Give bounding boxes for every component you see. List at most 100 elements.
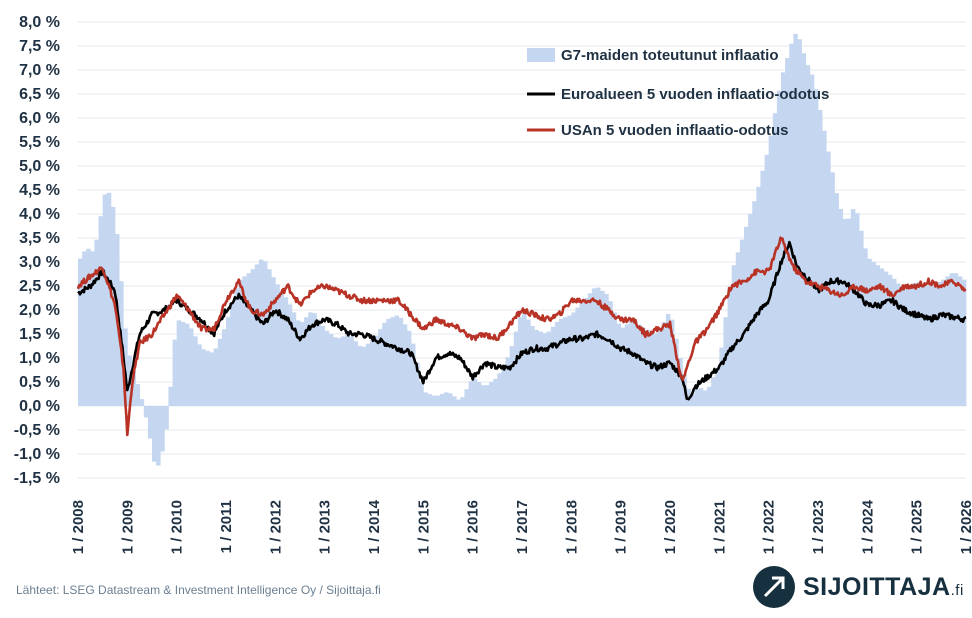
inflation-bar — [916, 282, 922, 406]
legend-label: G7-maiden toteutunut inflaatio — [561, 47, 779, 64]
inflation-bar — [501, 365, 506, 406]
inflation-bar — [197, 344, 202, 406]
y-tick-label: 7,5 % — [19, 38, 60, 55]
inflation-bar — [300, 322, 305, 406]
inflation-bar — [291, 312, 297, 406]
inflation-bar — [797, 39, 802, 406]
inflation-bar — [213, 348, 219, 406]
us-expectation-line — [76, 236, 967, 437]
x-axis-ticks: 1 / 2008 1 / 2009 1 / 2010 1 / 2011 1 / 2012… — [70, 499, 972, 554]
inflation-bar — [295, 320, 301, 406]
y-tick-label: -1,0 % — [14, 446, 60, 463]
x-tick-label: 1 / 2020 — [662, 500, 679, 554]
inflation-bar — [859, 230, 864, 406]
y-tick-label: 4,5 % — [19, 182, 60, 199]
inflation-bar — [419, 382, 424, 406]
expectation-lines — [76, 236, 967, 437]
inflation-bar — [193, 336, 198, 406]
inflation-bar — [896, 283, 901, 406]
inflation-bar — [230, 302, 235, 406]
inflation-bar — [275, 284, 280, 406]
inflation-bar — [892, 278, 897, 406]
inflation-bar — [431, 395, 437, 406]
inflation-bar — [505, 357, 511, 406]
inflation-bar — [320, 326, 326, 406]
inflation-bar — [415, 362, 420, 406]
inflation-bar — [542, 333, 548, 406]
y-tick-label: 2,5 % — [19, 278, 60, 295]
inflation-bar — [517, 317, 523, 406]
inflation-bar — [448, 393, 453, 406]
inflation-bar — [665, 314, 671, 406]
y-tick-label: 1,5 % — [19, 326, 60, 343]
inflation-bar — [287, 304, 293, 406]
inflation-bar — [756, 186, 761, 406]
inflation-bar — [883, 271, 889, 406]
brand-logo: SIJOITTAJA.fi — [753, 565, 964, 609]
inflation-bar — [439, 394, 445, 406]
inflation-bar — [785, 58, 790, 406]
x-tick-label: 1 / 2018 — [563, 500, 580, 554]
inflation-bar — [929, 285, 934, 406]
inflation-bar — [304, 317, 309, 406]
inflation-bar — [912, 282, 918, 406]
inflation-bar — [711, 377, 716, 406]
inflation-bar — [563, 317, 568, 406]
inflation-bar — [772, 113, 778, 406]
inflation-bar — [493, 378, 498, 406]
inflation-bar — [809, 74, 815, 407]
inflation-bar — [472, 378, 478, 406]
inflation-bar — [550, 326, 556, 406]
legend-label: Euroalueen 5 vuoden inflaatio-odotus — [561, 86, 829, 103]
x-tick-label: 1 / 2026 — [958, 500, 972, 554]
inflation-bar — [526, 319, 531, 406]
inflation-bar — [690, 394, 696, 406]
inflation-bar — [205, 350, 210, 406]
inflation-bar — [953, 273, 959, 406]
inflation-bar — [452, 396, 457, 406]
y-tick-label: 1,0 % — [19, 350, 60, 367]
y-tick-label: 7,0 % — [19, 62, 60, 79]
inflation-bar — [353, 341, 358, 406]
inflation-bar — [468, 381, 474, 406]
inflation-bar — [398, 318, 404, 406]
inflation-bar — [830, 172, 835, 406]
inflation-bar — [739, 239, 745, 406]
inflation-bar — [78, 258, 83, 406]
inflation-bar — [957, 276, 963, 406]
inflation-bar — [328, 334, 334, 406]
inflation-bar — [863, 248, 868, 406]
inflation-bar — [106, 192, 112, 406]
inflation-bar — [538, 331, 543, 406]
x-tick-label: 1 / 2019 — [613, 500, 630, 554]
inflation-bar — [143, 406, 149, 418]
inflation-bar — [341, 336, 346, 406]
compass-arrow-icon — [753, 566, 795, 608]
y-tick-label: 8,0 % — [19, 14, 60, 31]
inflation-bar — [846, 218, 852, 406]
inflation-bar — [369, 340, 375, 406]
inflation-bar — [554, 322, 560, 406]
inflation-bar — [337, 338, 342, 406]
inflation-bar — [402, 324, 408, 406]
inflation-bar — [365, 343, 371, 406]
brand-name: SIJOITTAJA.fi — [803, 572, 964, 601]
y-tick-label: 0,5 % — [19, 374, 60, 391]
inflation-bar — [201, 349, 206, 406]
x-tick-label: 1 / 2023 — [810, 500, 827, 554]
inflation-bar — [587, 293, 593, 406]
y-axis-ticks: 8,0 % 7,5 % 7,0 % 6,5 % 6,0 % 5,5 % 5,0 % 4,5 %… — [14, 14, 60, 487]
source-note: Lähteet: LSEG Datastream & Investment In… — [16, 583, 381, 597]
x-tick-label: 1 / 2021 — [711, 500, 728, 554]
y-tick-label: 0,0 % — [19, 398, 60, 415]
inflation-bar — [719, 347, 724, 406]
inflation-bar — [168, 386, 173, 406]
inflation-bar — [394, 315, 400, 406]
inflation-bar — [596, 287, 601, 406]
inflation-bar — [616, 323, 622, 406]
inflation-bar — [748, 214, 753, 406]
inflation-bar — [271, 277, 276, 406]
inflation-bar — [509, 346, 515, 406]
inflation-bar — [98, 216, 104, 406]
inflation-bar — [641, 327, 646, 406]
